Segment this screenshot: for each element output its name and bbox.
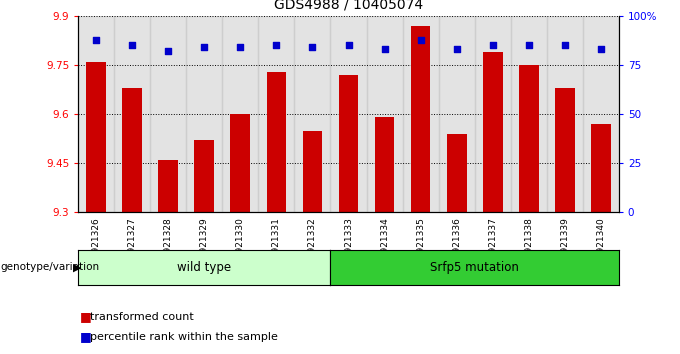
Point xyxy=(90,37,102,42)
Bar xyxy=(411,26,430,212)
Point xyxy=(235,45,246,50)
Bar xyxy=(555,88,575,212)
Point xyxy=(487,42,498,48)
Point xyxy=(559,42,570,48)
Point xyxy=(415,37,426,42)
Bar xyxy=(267,72,286,212)
Point xyxy=(271,42,282,48)
Bar xyxy=(194,141,214,212)
Text: transformed count: transformed count xyxy=(90,312,194,322)
Bar xyxy=(583,16,619,212)
Bar xyxy=(339,75,358,212)
Bar xyxy=(439,16,475,212)
Text: ■: ■ xyxy=(80,310,92,323)
Bar xyxy=(519,65,539,212)
Bar xyxy=(303,131,322,212)
Point xyxy=(343,42,354,48)
Bar xyxy=(78,16,114,212)
Point xyxy=(379,46,390,52)
Text: genotype/variation: genotype/variation xyxy=(1,262,100,272)
Bar xyxy=(231,114,250,212)
Bar xyxy=(475,16,511,212)
Point xyxy=(452,46,462,52)
Point xyxy=(524,42,534,48)
Bar xyxy=(222,16,258,212)
Point xyxy=(126,42,137,48)
Bar xyxy=(367,16,403,212)
Text: ■: ■ xyxy=(80,331,92,343)
Bar xyxy=(186,16,222,212)
Bar xyxy=(86,62,106,212)
Bar xyxy=(330,16,367,212)
Bar xyxy=(114,16,150,212)
Bar xyxy=(403,16,439,212)
Bar xyxy=(511,16,547,212)
Bar xyxy=(483,52,503,212)
Text: Srfp5 mutation: Srfp5 mutation xyxy=(430,261,519,274)
Point xyxy=(163,48,174,54)
Text: percentile rank within the sample: percentile rank within the sample xyxy=(90,332,278,342)
Title: GDS4988 / 10405074: GDS4988 / 10405074 xyxy=(274,0,423,12)
Bar xyxy=(150,16,186,212)
Bar xyxy=(447,134,466,212)
Bar xyxy=(294,16,330,212)
Point xyxy=(307,45,318,50)
Bar xyxy=(547,16,583,212)
Text: ▶: ▶ xyxy=(73,262,82,272)
Bar xyxy=(375,118,394,212)
Point xyxy=(596,46,607,52)
Text: wild type: wild type xyxy=(177,261,231,274)
Bar xyxy=(158,160,178,212)
Bar xyxy=(122,88,142,212)
Point xyxy=(199,45,209,50)
Bar xyxy=(591,124,611,212)
Bar xyxy=(258,16,294,212)
